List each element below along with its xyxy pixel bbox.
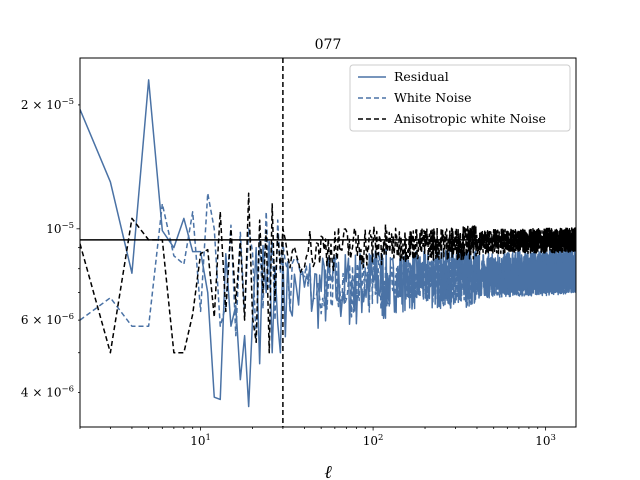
legend: Residual White Noise Anisotropic white Noi…	[349, 64, 571, 132]
x-tick-label: 101	[190, 433, 211, 448]
series-line-2	[80, 192, 576, 344]
y-tick-label: 4 × 10−6	[21, 385, 74, 400]
x-axis: 101 102 103	[79, 427, 556, 448]
x-axis-label: ℓ	[324, 462, 332, 480]
x-tick-label: 103	[535, 433, 556, 448]
legend-label: Anisotropic white Noise	[393, 111, 546, 126]
plot-area	[80, 58, 576, 427]
chart-title: 077	[315, 37, 342, 53]
series-line-3	[80, 192, 576, 354]
legend-label: Residual	[394, 69, 449, 84]
plot-frame	[79, 57, 577, 428]
y-tick-label: 6 × 10−6	[21, 312, 74, 327]
legend-box	[349, 64, 571, 132]
y-tick-label: 10−5	[46, 221, 74, 236]
x-tick-label: 102	[363, 433, 384, 448]
y-axis: 4 × 10−6 6 × 10−6 10−5 2 × 10−5	[21, 97, 80, 400]
y-tick-label: 2 × 10−5	[21, 97, 74, 112]
legend-label: White Noise	[394, 90, 472, 105]
